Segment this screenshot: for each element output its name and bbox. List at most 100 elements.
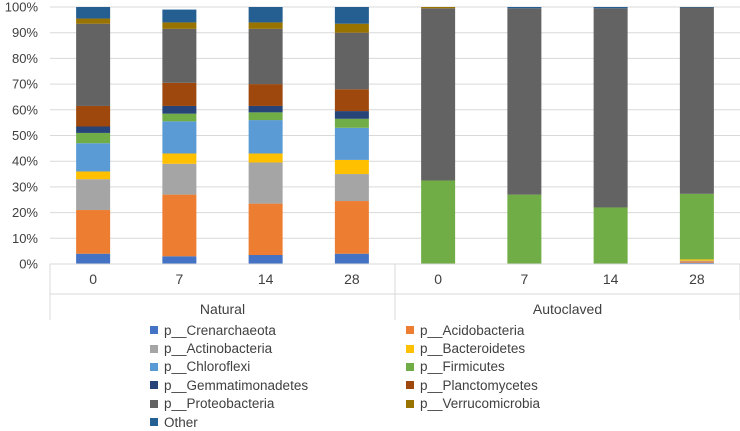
bar-segment-p-verrucomicrobia	[334, 23, 369, 33]
bar-segment-p-actinobacteria	[679, 260, 714, 262]
bar-segment-p-verrucomicrobia	[162, 22, 197, 29]
legend-label: p__Firmicutes	[420, 359, 505, 375]
bar-segment-other	[334, 7, 369, 24]
bars	[76, 7, 714, 264]
legend-swatch	[150, 326, 158, 335]
bar-segment-p-bacteroidetes	[248, 153, 283, 163]
y-tick-label: 60%	[12, 102, 38, 117]
bar-segment-p-firmicutes	[421, 180, 456, 264]
y-axis-tick-labels: 0% 10% 20% 30% 40% 50% 60% 70% 80% 90% 100%	[5, 0, 39, 272]
bar-segment-p-bacteroidetes	[162, 153, 197, 164]
bar-segment-p-acidobacteria	[248, 203, 283, 256]
bar-stack-autoclaved-7	[507, 7, 542, 264]
legend-swatch	[150, 344, 158, 353]
bar-segment-p-firmicutes	[507, 194, 542, 264]
legend-swatch	[150, 362, 158, 371]
legend-label: p__Proteobacteria	[164, 396, 275, 412]
bar-segment-p-actinobacteria	[76, 179, 111, 211]
bar-segment-p-firmicutes	[76, 132, 111, 144]
x-tick-label: 0	[434, 271, 442, 287]
bar-stack-natural-28	[334, 7, 369, 264]
bar-segment-other	[76, 7, 111, 19]
y-tick-label: 90%	[12, 25, 38, 40]
legend-item: p__Bacteroidetes	[406, 339, 590, 357]
legend-item: p__Crenarchaeota	[150, 321, 406, 339]
bar-segment-p-firmicutes	[334, 118, 369, 128]
bar-segment-p-firmicutes	[248, 112, 283, 121]
x-group-label: Natural	[200, 301, 245, 317]
bar-segment-p-chloroflexi	[76, 143, 111, 172]
bar-segment-p-gemmatimonadetes	[334, 111, 369, 119]
bar-segment-p-verrucomicrobia	[76, 18, 111, 24]
bar-segment-p-actinobacteria	[162, 163, 197, 195]
bar-segment-p-gemmatimonadetes	[162, 105, 197, 114]
bar-stack-natural-14	[248, 7, 283, 264]
legend-label: p__Verrucomicrobia	[420, 396, 541, 412]
y-tick-label: 10%	[12, 231, 38, 246]
legend-label: p__Gemmatimonadetes	[164, 377, 309, 393]
bar-segment-p-proteobacteria	[507, 8, 542, 195]
legend-item: p__Actinobacteria	[150, 339, 406, 357]
bar-stack-autoclaved-0	[421, 7, 456, 264]
x-tick-label: 7	[520, 271, 528, 287]
x-tick-label: 7	[175, 271, 183, 287]
bar-segment-p-proteobacteria	[421, 8, 456, 181]
legend-swatch	[406, 362, 414, 371]
bar-segment-p-chloroflexi	[334, 127, 369, 160]
bar-segment-p-bacteroidetes	[679, 259, 714, 261]
x-tick-label: 28	[344, 271, 360, 287]
y-tick-label: 40%	[12, 154, 38, 169]
gridlines	[50, 6, 740, 239]
bar-stack-autoclaved-28	[679, 7, 714, 264]
y-tick-label: 0%	[19, 257, 38, 272]
legend-label: p__Bacteroidetes	[420, 341, 526, 357]
bar-segment-p-acidobacteria	[334, 201, 369, 254]
bar-segment-other	[507, 7, 542, 9]
legend-swatch	[406, 399, 414, 408]
legend-label: p__Actinobacteria	[164, 341, 273, 357]
y-tick-label: 50%	[12, 128, 38, 143]
bar-segment-p-planctomycetes	[334, 89, 369, 112]
bar-segment-p-firmicutes	[593, 207, 628, 264]
bar-segment-other	[679, 7, 714, 8]
legend-swatch	[406, 344, 414, 353]
legend-swatch	[150, 418, 158, 427]
bar-segment-p-planctomycetes	[76, 105, 111, 127]
legend-item: p__Firmicutes	[406, 358, 590, 376]
legend-item: p__Proteobacteria	[150, 395, 406, 413]
x-group-label: Autoclaved	[533, 301, 602, 317]
bar-segment-p-chloroflexi	[248, 120, 283, 154]
legend-label: p__Chloroflexi	[164, 359, 251, 375]
legend-label: Other	[164, 414, 198, 430]
bar-segment-other	[248, 7, 283, 23]
bar-segment-p-acidobacteria	[162, 194, 197, 257]
x-tick-label: 14	[258, 271, 274, 287]
y-tick-label: 100%	[5, 0, 39, 15]
bar-segment-p-acidobacteria	[679, 261, 714, 263]
bar-segment-p-crenarchaeota	[334, 253, 369, 264]
x-axis: 0 7 14 28 0 7 14 28 Natural Autoclaved	[49, 263, 740, 320]
bar-segment-p-proteobacteria	[334, 32, 369, 90]
bar-segment-p-planctomycetes	[162, 82, 197, 106]
bar-segment-p-planctomycetes	[248, 84, 283, 106]
legend-label: p__Planctomycetes	[420, 377, 538, 393]
legend-item: p__Verrucomicrobia	[406, 395, 590, 413]
legend-swatch	[406, 326, 414, 335]
x-tick-label: 0	[89, 271, 97, 287]
bar-segment-other	[162, 9, 197, 23]
legend-swatch	[150, 381, 158, 390]
x-tick-label: 14	[603, 271, 619, 287]
bar-segment-p-proteobacteria	[76, 23, 111, 106]
bar-segment-p-proteobacteria	[248, 28, 283, 85]
bar-segment-p-acidobacteria	[76, 210, 111, 254]
legend-label: p__Crenarchaeota	[164, 322, 276, 338]
bar-segment-other	[593, 7, 628, 9]
bar-segment-p-actinobacteria	[248, 162, 283, 204]
bar-segment-p-actinobacteria	[334, 174, 369, 202]
legend: p__Crenarchaeota p__Acidobacteria p__Actin…	[150, 321, 590, 431]
legend-item: p__Acidobacteria	[406, 321, 590, 339]
bar-segment-p-chloroflexi	[162, 121, 197, 154]
bar-stack-natural-0	[76, 7, 111, 264]
legend-swatch	[406, 381, 414, 390]
